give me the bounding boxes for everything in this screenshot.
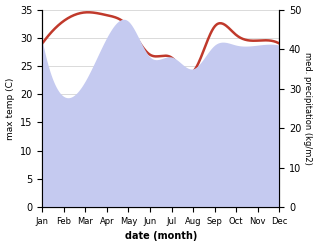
Y-axis label: med. precipitation (kg/m2): med. precipitation (kg/m2) — [303, 52, 313, 165]
X-axis label: date (month): date (month) — [125, 231, 197, 242]
Y-axis label: max temp (C): max temp (C) — [5, 77, 15, 140]
